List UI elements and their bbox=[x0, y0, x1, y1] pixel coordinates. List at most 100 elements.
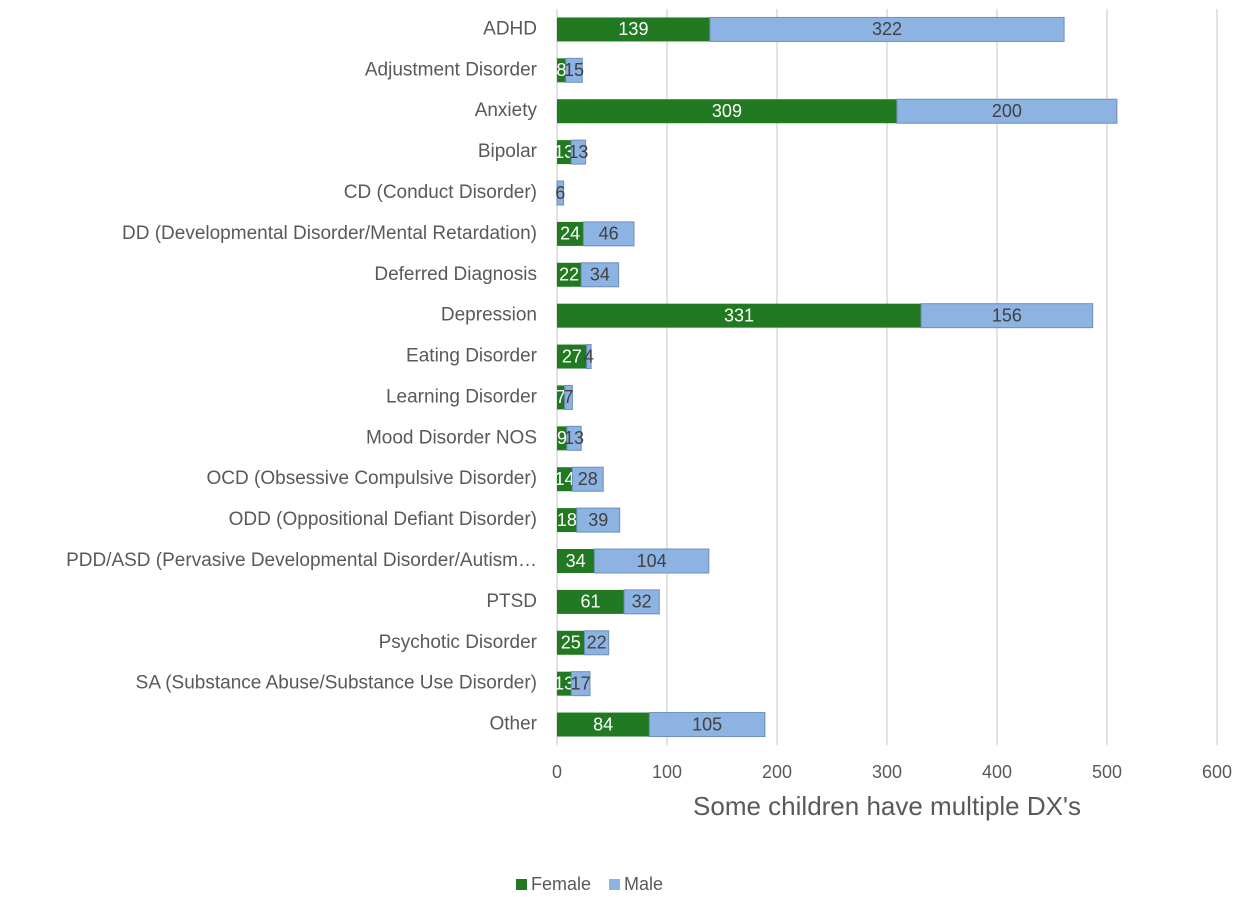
bar-segment bbox=[564, 384, 573, 410]
category-label: OCD (Obsessive Compulsive Disorder) bbox=[207, 468, 537, 489]
bar-segment bbox=[566, 425, 582, 451]
value-label: 105 bbox=[692, 714, 722, 734]
value-label: 17 bbox=[571, 673, 591, 693]
value-label: 104 bbox=[637, 551, 667, 571]
category-label: Mood Disorder NOS bbox=[366, 427, 537, 448]
category-label: ADHD bbox=[483, 18, 537, 39]
bar-segment bbox=[557, 58, 566, 83]
bar-segment bbox=[593, 548, 710, 574]
value-label: 46 bbox=[599, 224, 619, 244]
category-label: ODD (Oppositional Defiant Disorder) bbox=[229, 509, 537, 530]
value-label: 27 bbox=[562, 346, 582, 366]
bar-segment bbox=[565, 57, 583, 83]
bar-segment bbox=[570, 671, 591, 697]
bar-segment bbox=[557, 17, 710, 42]
value-label: 139 bbox=[618, 19, 648, 39]
value-label: 84 bbox=[593, 714, 613, 734]
category-label: CD (Conduct Disorder) bbox=[344, 182, 537, 203]
bar-segment bbox=[584, 630, 610, 656]
x-tick-label: 0 bbox=[552, 762, 562, 782]
value-label: 309 bbox=[712, 101, 742, 121]
category-label: Eating Disorder bbox=[406, 346, 538, 367]
x-tick-label: 100 bbox=[652, 762, 682, 782]
x-tick-label: 300 bbox=[872, 762, 902, 782]
bar-segment bbox=[557, 671, 572, 696]
value-label: 39 bbox=[588, 510, 608, 530]
bar-segment bbox=[570, 139, 587, 165]
value-label: 331 bbox=[724, 305, 754, 325]
value-label: 156 bbox=[992, 305, 1022, 325]
category-label: Anxiety bbox=[475, 100, 538, 121]
value-label: 7 bbox=[556, 387, 566, 407]
value-label: 61 bbox=[581, 592, 601, 612]
value-label: 28 bbox=[578, 469, 598, 489]
value-label: 13 bbox=[564, 428, 584, 448]
value-label: 25 bbox=[561, 633, 581, 653]
bar-segment bbox=[556, 180, 565, 206]
x-tick-label: 400 bbox=[982, 762, 1012, 782]
value-label: 32 bbox=[632, 592, 652, 612]
category-label: Psychotic Disorder bbox=[379, 632, 538, 653]
category-label: Adjustment Disorder bbox=[365, 59, 538, 80]
x-tick-label: 500 bbox=[1092, 762, 1122, 782]
value-label: 322 bbox=[872, 19, 902, 39]
value-label: 24 bbox=[560, 224, 580, 244]
category-label: Depression bbox=[441, 305, 537, 326]
category-label: Other bbox=[489, 714, 537, 735]
bar-segment bbox=[557, 549, 595, 573]
x-tick-label: 200 bbox=[762, 762, 792, 782]
legend-swatch bbox=[609, 879, 621, 890]
value-label: 6 bbox=[555, 183, 565, 203]
category-label: PTSD bbox=[486, 591, 537, 612]
value-label: 4 bbox=[584, 346, 594, 366]
bar-segment bbox=[557, 344, 587, 369]
bar-segment bbox=[557, 508, 577, 533]
category-label: Deferred Diagnosis bbox=[374, 264, 537, 285]
bar-segment bbox=[557, 221, 584, 246]
value-label: 22 bbox=[587, 633, 607, 653]
category-label: PDD/ASD (Pervasive Developmental Disorde… bbox=[66, 550, 537, 571]
value-label: 13 bbox=[554, 673, 574, 693]
bar-segment bbox=[576, 507, 621, 533]
x-axis-label: Some children have multiple DX's bbox=[693, 791, 1081, 821]
bar-segment bbox=[580, 262, 620, 288]
legend-swatch bbox=[516, 879, 527, 890]
x-tick-label: 600 bbox=[1202, 762, 1232, 782]
bar-segment bbox=[557, 385, 565, 410]
bar-segment bbox=[557, 589, 625, 614]
legend-label: Male bbox=[624, 874, 663, 894]
bar-segment bbox=[586, 344, 592, 370]
bar-segment bbox=[648, 712, 766, 738]
bar-segment bbox=[557, 467, 573, 492]
bar-segment bbox=[557, 140, 572, 165]
bar-segment bbox=[896, 98, 1118, 124]
value-label: 15 bbox=[564, 60, 584, 80]
bar-segment bbox=[557, 426, 567, 451]
bar-segment bbox=[557, 262, 582, 287]
value-label: 7 bbox=[564, 387, 574, 407]
bar-segment bbox=[557, 303, 922, 328]
bar-segment bbox=[571, 466, 604, 492]
bar-segment bbox=[557, 712, 650, 737]
bar-segment bbox=[557, 630, 585, 655]
bar-segment bbox=[557, 99, 897, 124]
value-label: 13 bbox=[554, 142, 574, 162]
value-label: 200 bbox=[992, 101, 1022, 121]
category-label: DD (Developmental Disorder/Mental Retard… bbox=[122, 223, 537, 244]
value-label: 8 bbox=[556, 60, 566, 80]
bar-segment bbox=[709, 16, 1065, 42]
bar-segment bbox=[582, 221, 635, 247]
value-label: 9 bbox=[557, 428, 567, 448]
value-label: 18 bbox=[557, 510, 577, 530]
value-label: 34 bbox=[590, 265, 610, 285]
category-label: Learning Disorder bbox=[386, 386, 538, 407]
value-label: 22 bbox=[559, 265, 579, 285]
legend-label: Female bbox=[531, 874, 591, 894]
value-label: 13 bbox=[568, 142, 588, 162]
bar-segment bbox=[623, 589, 660, 615]
category-label: SA (Substance Abuse/Substance Use Disord… bbox=[136, 673, 537, 694]
value-label: 34 bbox=[566, 551, 586, 571]
value-label: 14 bbox=[555, 469, 575, 489]
bar-segment bbox=[920, 303, 1094, 329]
